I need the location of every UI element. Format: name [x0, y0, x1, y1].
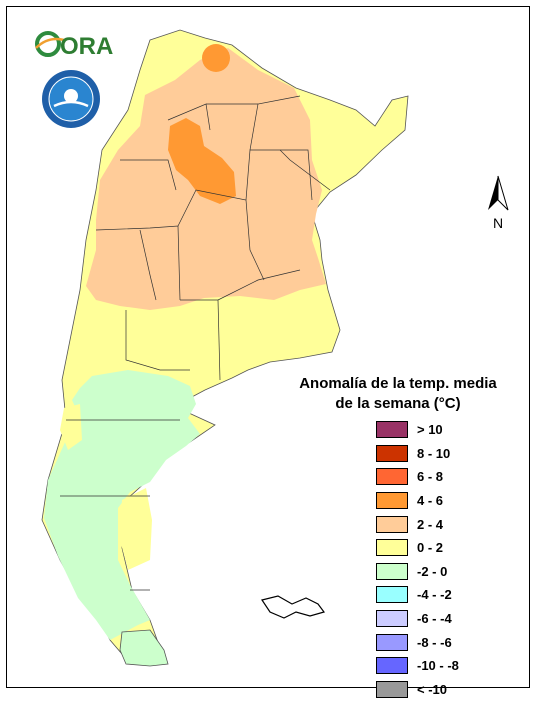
- legend-row: 2 - 4: [376, 512, 459, 536]
- legend-title: Anomalía de la temp. media de la semana …: [280, 374, 516, 414]
- legend-swatch: [376, 680, 408, 698]
- legend-title-line1: Anomalía de la temp. media: [299, 375, 497, 392]
- legend-label: -2 - 0: [417, 563, 448, 579]
- legend-row: -10 - -8: [376, 654, 459, 678]
- legend-swatch: [376, 492, 408, 510]
- legend-label: 8 - 10: [417, 445, 451, 461]
- legend-label: 4 - 6: [417, 493, 444, 509]
- legend-swatch: [376, 444, 408, 462]
- legend-label: < -10: [417, 681, 447, 697]
- map-frame: [6, 6, 530, 688]
- legend-swatch: [376, 468, 408, 486]
- region-yellow-coast: [120, 488, 152, 570]
- region-dark-orange-north: [202, 44, 230, 72]
- legend-swatch: [376, 586, 408, 604]
- legend-label: > 10: [417, 422, 443, 438]
- legend-row: -8 - -6: [376, 630, 459, 654]
- legend-swatch: [376, 539, 408, 557]
- legend-swatch: [376, 633, 408, 651]
- legend-row: 4 - 6: [376, 489, 459, 513]
- legend-row: 8 - 10: [376, 442, 459, 466]
- legend-label: -10 - -8: [417, 658, 459, 674]
- smn-logo: [42, 70, 100, 128]
- legend-row: > 10: [376, 418, 459, 442]
- legend-swatch: [376, 562, 408, 580]
- legend-swatch: [376, 657, 408, 675]
- legend-label: -4 - -2: [417, 587, 452, 603]
- legend-label: -8 - -6: [417, 634, 452, 650]
- legend-row: -6 - -4: [376, 607, 459, 631]
- tierra-del-fuego: [119, 629, 169, 667]
- legend: > 10 8 - 10 6 - 8 4 - 6 2 - 4 0 - 2 -2 - 0 -4 -…: [376, 418, 459, 701]
- legend-row: -4 - -2: [376, 583, 459, 607]
- north-label: N: [493, 215, 503, 231]
- north-arrow-icon: N: [488, 175, 509, 231]
- ora-logo-text: ORA: [60, 33, 113, 60]
- malvinas-islands: [261, 595, 326, 619]
- legend-row: < -10: [376, 678, 459, 701]
- legend-swatch: [376, 421, 408, 439]
- legend-label: 2 - 4: [417, 516, 444, 532]
- ora-logo: ORA: [35, 31, 113, 60]
- legend-label: 0 - 2: [417, 540, 444, 556]
- legend-swatch: [376, 610, 408, 628]
- legend-row: -2 - 0: [376, 560, 459, 584]
- region-green: [44, 370, 200, 640]
- legend-row: 0 - 2: [376, 536, 459, 560]
- region-dark-orange: [168, 118, 236, 204]
- legend-label: 6 - 8: [417, 469, 444, 485]
- legend-title-line2: de la semana (°C): [335, 395, 461, 412]
- legend-row: 6 - 8: [376, 465, 459, 489]
- province-borders: [60, 95, 331, 591]
- legend-label: -6 - -4: [417, 611, 452, 627]
- region-yellow-west: [60, 404, 82, 450]
- legend-swatch: [376, 515, 408, 533]
